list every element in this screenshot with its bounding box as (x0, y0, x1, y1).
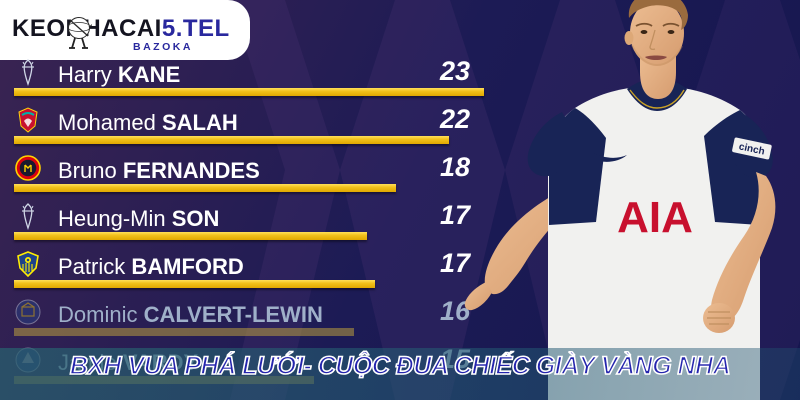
svg-text:AIA: AIA (617, 193, 693, 242)
